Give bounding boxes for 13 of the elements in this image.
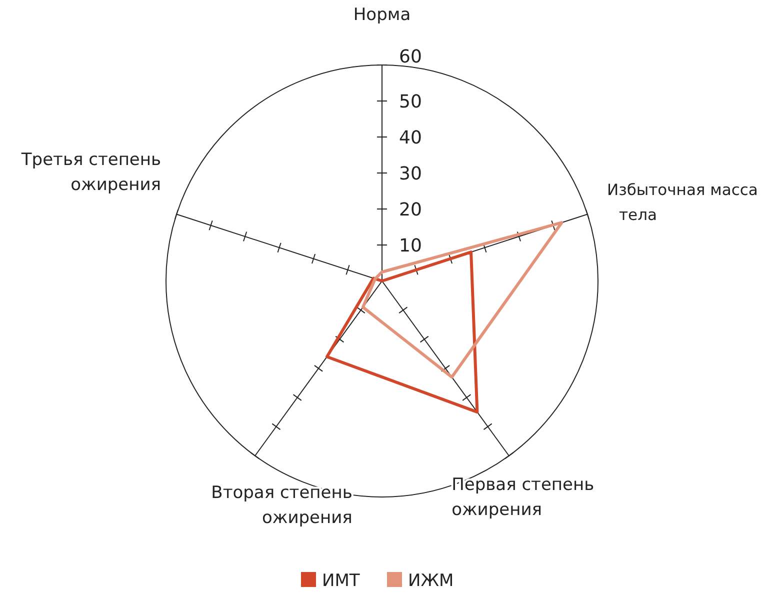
y-tick-label: 50	[399, 91, 422, 112]
y-tick-label: 30	[399, 163, 422, 184]
y-tick-label: 60	[399, 46, 422, 68]
spoke-label: Норма	[353, 5, 411, 25]
legend-label: ИМТ	[322, 570, 360, 591]
legend-label: ИЖМ	[408, 570, 454, 591]
spoke-label: Третья степень ожирения	[20, 150, 162, 195]
y-tick-label: 10	[399, 235, 422, 256]
y-tick-label: 40	[399, 127, 422, 148]
spoke-label: Первая степень ожирения	[452, 475, 594, 520]
spoke-label: Избыточная масса тела	[607, 180, 758, 224]
y-tick-label: 20	[399, 199, 422, 220]
spoke-label: Вторая степень ожирения	[211, 483, 352, 528]
